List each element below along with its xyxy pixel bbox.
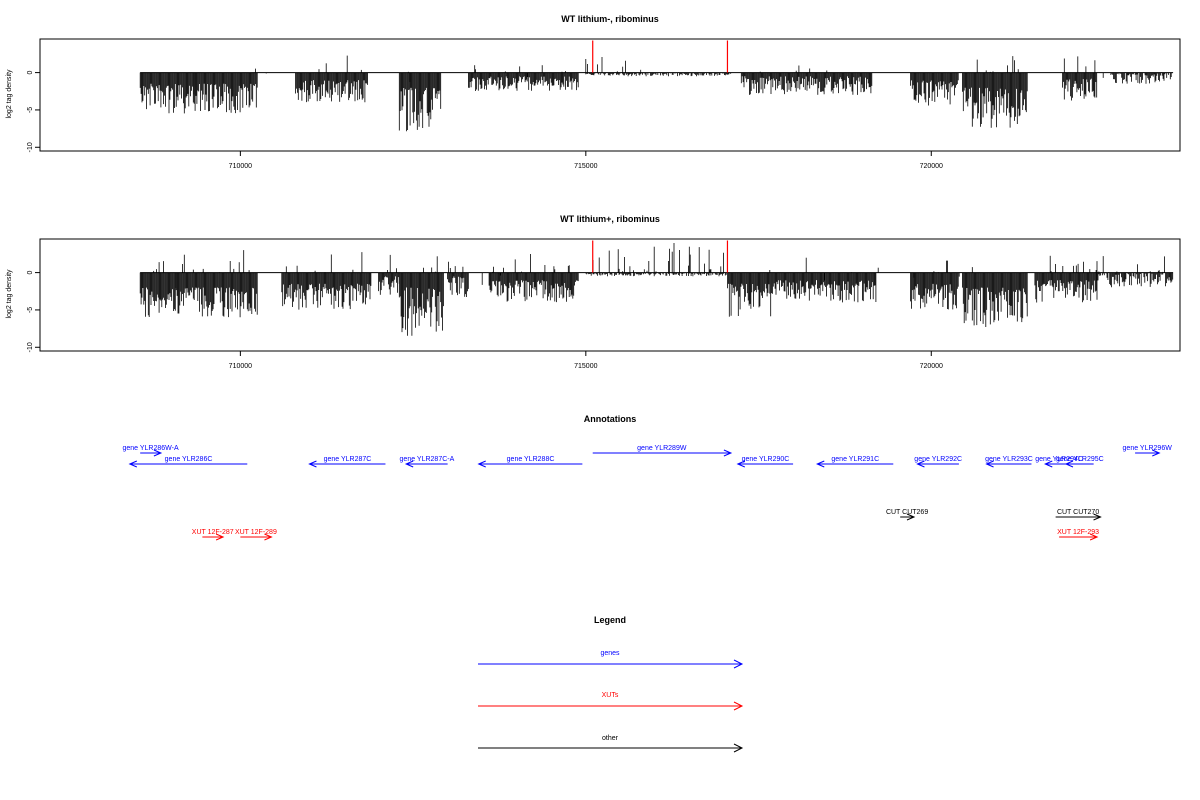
y-axis-label: log2 tag density: [6, 69, 13, 119]
annotation-feature: XUT 12F-287: [192, 529, 234, 541]
feature-label: gene YLR289W: [637, 445, 687, 452]
feature-label: CUT CUT270: [1057, 509, 1099, 516]
feature-arrowhead: [916, 460, 925, 468]
feature-label: gene YLR290C: [742, 456, 790, 463]
y-tick-label: 0: [27, 271, 34, 275]
feature-label: gene YLR286W-A: [122, 445, 178, 452]
annotation-feature: gene YLR291C: [816, 456, 894, 468]
feature-label: gene YLR287C-A: [400, 456, 455, 463]
annotation-feature: gene YLR293C: [985, 456, 1033, 468]
legend-arrowhead: [733, 743, 744, 753]
feature-label: gene YLR295C: [1056, 456, 1104, 463]
feature-arrowhead: [906, 513, 916, 521]
legend-item-genes: genes: [478, 650, 744, 669]
x-tick-label: 715000: [574, 163, 597, 170]
feature-arrowhead: [1044, 460, 1053, 468]
annotation-feature: gene YLR296W: [1123, 445, 1173, 457]
feature-arrowhead: [985, 460, 994, 468]
annotation-features: gene YLR286W-A gene YLR286C gene YLR287C ge…: [122, 445, 1173, 541]
annotation-feature: CUT CUT269: [886, 509, 928, 521]
feature-arrowhead: [723, 449, 733, 457]
feature-arrowhead: [816, 460, 825, 468]
annotation-feature: gene YLR290C: [736, 456, 794, 468]
feature-arrowhead: [736, 460, 746, 468]
x-tick-label: 715000: [574, 363, 597, 370]
y-tick-label: -5: [27, 307, 34, 313]
feature-label: XUT 12F-289: [235, 529, 277, 536]
coverage-bars: [139, 40, 1174, 132]
legend-label: other: [602, 735, 619, 742]
plot-frame: [39, 238, 1181, 352]
feature-arrowhead: [1064, 460, 1074, 468]
y-tick-label: -10: [27, 342, 34, 352]
feature-label: XUT 12F-293: [1057, 529, 1099, 536]
legend-item-other: other: [478, 735, 744, 753]
feature-arrowhead: [128, 460, 138, 468]
feature-arrowhead: [308, 460, 317, 468]
legend-label: genes: [600, 650, 620, 657]
feature-arrowhead: [215, 533, 225, 541]
annotations-title: Annotations: [584, 414, 637, 424]
legend: Legend genes XUTs other: [478, 615, 744, 753]
feature-label: gene YLR288C: [507, 456, 555, 463]
coverage-panel-lithium-plus: WT lithium+, ribominus log2 tag density …: [6, 214, 1181, 370]
annotation-feature: gene YLR295C: [1056, 456, 1104, 468]
y-tick-label: -5: [27, 107, 34, 113]
annotation-feature: gene YLR287C-A: [400, 456, 455, 468]
x-tick-label: 710000: [229, 163, 252, 170]
coverage-panel-lithium-minus: WT lithium-, ribominus log2 tag density …: [6, 14, 1181, 170]
feature-label: gene YLR291C: [831, 456, 879, 463]
feature-label: CUT CUT269: [886, 509, 928, 516]
axes: 710000 715000 720000 0 -5 -10: [27, 271, 943, 370]
feature-arrowhead: [477, 460, 486, 468]
feature-arrowhead: [1089, 533, 1099, 541]
feature-label: gene YLR296W: [1123, 445, 1173, 452]
annotation-feature: gene YLR286W-A: [122, 445, 179, 457]
feature-arrowhead: [153, 449, 163, 457]
coverage-bars: [139, 240, 1174, 336]
annotation-feature: gene YLR292C: [914, 456, 962, 468]
annotation-feature: CUT CUT270: [1055, 509, 1102, 521]
feature-label: gene YLR293C: [985, 456, 1033, 463]
y-tick-label: 0: [27, 71, 34, 75]
feature-label: gene YLR287C: [324, 456, 372, 463]
annotation-feature: XUT 12F-293: [1057, 529, 1099, 541]
x-tick-label: 710000: [229, 363, 252, 370]
legend-arrowhead: [733, 659, 744, 669]
panel-title: WT lithium+, ribominus: [560, 214, 660, 224]
annotation-feature: gene YLR288C: [477, 456, 583, 468]
feature-arrowhead: [264, 533, 273, 541]
annotation-feature: XUT 12F-289: [235, 529, 277, 541]
feature-label: gene YLR292C: [914, 456, 962, 463]
legend-arrowhead: [733, 701, 744, 711]
x-tick-label: 720000: [920, 363, 943, 370]
y-tick-label: -10: [27, 142, 34, 152]
feature-label: XUT 12F-287: [192, 529, 234, 536]
legend-item-xuts: XUTs: [478, 692, 744, 711]
axes: 710000 715000 720000 0 -5 -10: [27, 71, 943, 170]
plot-frame: [39, 38, 1181, 152]
panel-title: WT lithium-, ribominus: [561, 14, 659, 24]
annotation-feature: gene YLR286C: [128, 456, 248, 468]
annotation-feature: gene YLR287C: [308, 456, 386, 468]
feature-arrowhead: [1093, 513, 1102, 521]
feature-label: gene YLR286C: [165, 456, 213, 463]
annotation-feature: gene YLR289W: [592, 445, 733, 457]
legend-title: Legend: [594, 615, 626, 625]
x-tick-label: 720000: [920, 163, 943, 170]
feature-label: gene YLR294C: [1035, 456, 1083, 463]
feature-arrowhead: [1152, 449, 1161, 457]
feature-arrowhead: [404, 460, 414, 468]
legend-label: XUTs: [602, 692, 619, 699]
y-axis-label: log2 tag density: [6, 269, 13, 319]
